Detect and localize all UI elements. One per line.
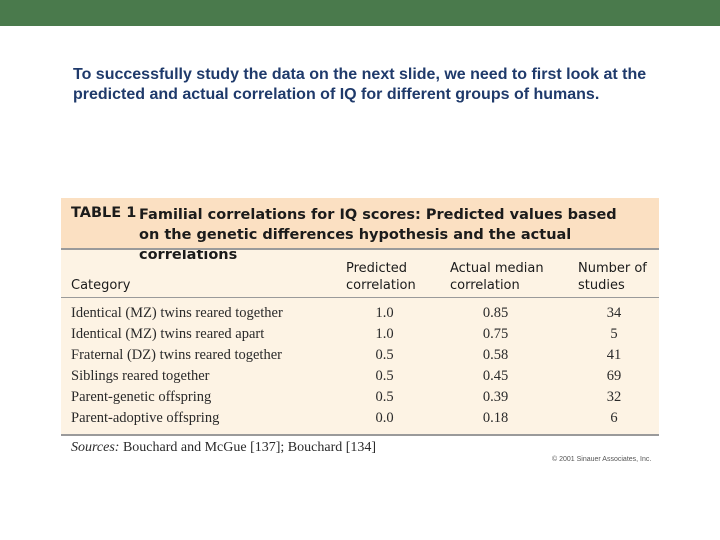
- intro-text: To successfully study the data on the ne…: [73, 66, 647, 103]
- table-sources: Sources: Bouchard and McGue [137]; Bouch…: [71, 440, 376, 456]
- cell-category: Identical (MZ) twins reared together: [71, 305, 283, 321]
- cell-actual: 0.39: [482, 389, 509, 405]
- cell-number: 6: [610, 410, 618, 426]
- cell-predicted: 0.5: [375, 368, 394, 384]
- top-bar: [0, 0, 720, 26]
- cell-number: 32: [606, 389, 622, 405]
- cell-category: Parent-adoptive offspring: [71, 410, 220, 426]
- column-header-number: Number of studies: [578, 261, 647, 293]
- cell-number: 34: [606, 305, 622, 321]
- cell-actual: 0.85: [482, 305, 509, 321]
- table-row: Identical (MZ) twins reared together 1.0…: [61, 303, 659, 324]
- cell-number: 41: [606, 347, 622, 363]
- table-bottom-divider: [61, 434, 659, 436]
- cell-predicted: 0.5: [375, 347, 394, 363]
- sources-label: Sources:: [71, 440, 120, 455]
- cell-predicted: 0.5: [375, 389, 394, 405]
- cell-actual: 0.45: [482, 368, 509, 384]
- table-row: Identical (MZ) twins reared apart 1.0 0.…: [61, 324, 659, 345]
- cell-number: 69: [606, 368, 622, 384]
- header-divider: [61, 248, 659, 250]
- table-row: Parent-adoptive offspring 0.0 0.18 6: [61, 408, 659, 429]
- cell-predicted: 1.0: [375, 326, 394, 342]
- iq-correlation-table: TABLE 1 Familial correlations for IQ sco…: [61, 198, 659, 436]
- cell-category: Fraternal (DZ) twins reared together: [71, 347, 282, 363]
- cell-predicted: 0.0: [375, 410, 394, 426]
- cell-category: Identical (MZ) twins reared apart: [71, 326, 265, 342]
- column-header-divider: [61, 297, 659, 298]
- table-row: Parent-genetic offspring 0.5 0.39 32: [61, 387, 659, 408]
- column-header-category: Category: [71, 278, 131, 293]
- copyright-notice: © 2001 Sinauer Associates, Inc.: [552, 456, 652, 463]
- table-row: Siblings reared together 0.5 0.45 69: [61, 366, 659, 387]
- column-header-predicted: Predicted correlation: [346, 261, 416, 293]
- cell-actual: 0.58: [482, 347, 509, 363]
- cell-number: 5: [610, 326, 618, 342]
- column-header-actual: Actual median correlation: [450, 261, 544, 293]
- table-header-band: TABLE 1 Familial correlations for IQ sco…: [61, 198, 659, 263]
- table-label: TABLE 1: [71, 205, 137, 221]
- table-title: Familial correlations for IQ scores: Pre…: [139, 207, 617, 263]
- sources-text: Bouchard and McGue [137]; Bouchard [134]: [122, 440, 377, 455]
- table-row: Fraternal (DZ) twins reared together 0.5…: [61, 345, 659, 366]
- cell-actual: 0.75: [482, 326, 509, 342]
- cell-actual: 0.18: [482, 410, 509, 426]
- table-body: Identical (MZ) twins reared together 1.0…: [61, 303, 659, 429]
- cell-category: Siblings reared together: [71, 368, 210, 384]
- cell-category: Parent-genetic offspring: [71, 389, 212, 405]
- cell-predicted: 1.0: [375, 305, 394, 321]
